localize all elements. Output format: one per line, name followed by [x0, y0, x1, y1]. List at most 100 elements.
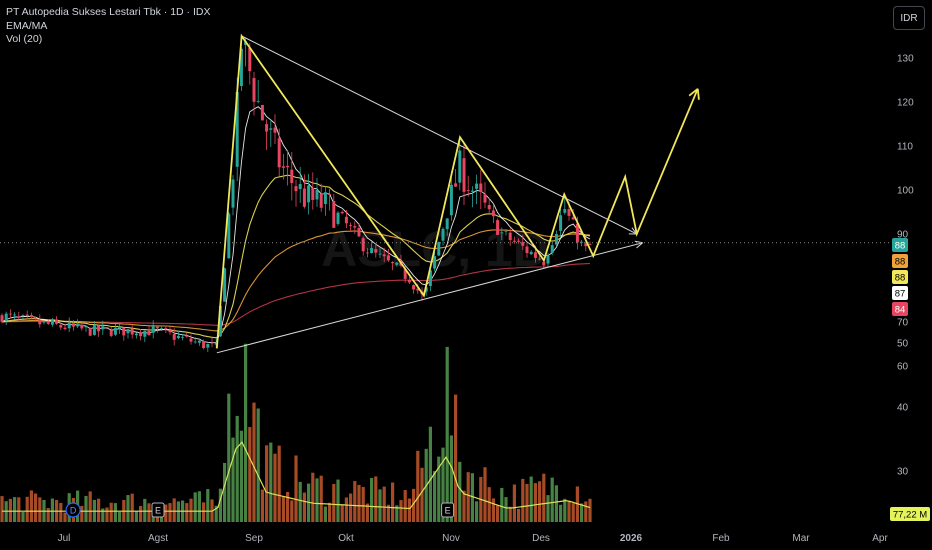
candle-body [151, 326, 155, 333]
volume-bar [445, 346, 449, 522]
candle [88, 327, 92, 337]
candle [265, 119, 269, 150]
candle [487, 197, 491, 215]
candle [202, 339, 206, 350]
candle [416, 283, 420, 294]
candle-body [378, 253, 382, 255]
time-tick-label: 2026 [620, 533, 643, 544]
candle [8, 309, 12, 319]
ma-200-line [1, 263, 591, 326]
time-axis: Jul Agst Sep Okt Nov Des 2026 Feb Mar Apr [58, 533, 889, 544]
marker-shape [441, 502, 455, 518]
candle [231, 175, 235, 216]
volume-bar [386, 504, 390, 522]
candle-body [315, 189, 319, 200]
candle-body [206, 344, 210, 348]
candle-body [139, 333, 143, 337]
candle [349, 222, 353, 232]
volume-bar [193, 492, 197, 522]
volume-bar [185, 503, 189, 522]
candle [105, 327, 109, 330]
currency-button[interactable]: IDR [893, 6, 925, 30]
volume-tag-bg [890, 507, 930, 521]
volume-bar [529, 476, 533, 522]
volume-bar [256, 408, 260, 522]
candle-body [441, 228, 445, 241]
candle [193, 337, 197, 344]
volume-bar [172, 498, 176, 522]
candle [21, 314, 25, 319]
candle-body [197, 340, 201, 343]
candle [433, 252, 437, 272]
candle [134, 332, 138, 339]
pattern-arrowhead [696, 88, 700, 100]
symbol-title[interactable]: PT Autopedia Sukses Lestari Tbk · 1D · I… [6, 6, 211, 18]
candle-body [517, 240, 521, 242]
candle-body [500, 232, 504, 234]
candle-body [575, 223, 579, 243]
volume-bar [483, 467, 487, 522]
candle-body [571, 217, 575, 220]
marker-label: E [445, 506, 451, 516]
candle-body [563, 209, 567, 213]
price-tags: 88 88 88 87 84 77,22 M [890, 238, 930, 521]
candle-body [126, 329, 130, 334]
candle-body [550, 245, 554, 254]
volume-tag: 77,22 M [890, 507, 930, 521]
candle-body [403, 269, 407, 279]
candle [491, 203, 495, 224]
candle [353, 221, 357, 234]
volume-bar [370, 478, 374, 522]
candle [504, 229, 508, 236]
candle-body [454, 183, 458, 187]
volume-bar [374, 476, 378, 522]
candle [118, 323, 122, 334]
candle [475, 174, 479, 205]
candle-body [55, 319, 59, 324]
candle-body [17, 316, 21, 318]
time-tick-label: Des [532, 533, 550, 544]
earnings-marker: E [151, 502, 165, 518]
price-tag-value: 88 [895, 257, 906, 268]
volume-bar [491, 498, 495, 522]
volume-bar [0, 496, 4, 522]
volume-bar [34, 493, 38, 522]
volume-bar [223, 462, 227, 522]
candle [378, 246, 382, 259]
candle-body [25, 314, 29, 317]
candle [185, 332, 189, 338]
volume-bar [277, 445, 281, 522]
volume-bar [428, 426, 432, 522]
candle [525, 242, 529, 258]
candle-body [122, 327, 126, 336]
price-tag-bg [892, 254, 908, 268]
time-tick-label: Okt [338, 533, 354, 544]
volume-bar [197, 491, 201, 522]
candle [479, 169, 483, 209]
volume-bar [139, 505, 143, 522]
candle-body [8, 313, 12, 315]
candle-body [134, 333, 138, 336]
volume-bar [265, 445, 269, 522]
candle-body [391, 262, 395, 264]
time-tick-label: Mar [792, 533, 810, 544]
candle-body [227, 213, 231, 259]
candle-body [458, 150, 462, 183]
volume-bar [441, 447, 445, 522]
volume-bar [244, 343, 248, 522]
volume-bar [134, 511, 138, 522]
price-tag: 88 [892, 270, 908, 284]
price-tag-bg [892, 238, 908, 252]
candle [454, 169, 458, 187]
candle [554, 230, 558, 247]
volume-bar [504, 497, 508, 522]
marker-shape [65, 502, 81, 518]
volume-bar [25, 496, 29, 522]
ema-ma-indicator[interactable]: EMA/MA [6, 19, 48, 32]
volume-indicator[interactable]: Vol (20) [6, 33, 43, 45]
volume-bar [218, 488, 222, 522]
candle [395, 262, 399, 267]
volume-bar [407, 498, 411, 522]
candle-body [521, 242, 525, 246]
